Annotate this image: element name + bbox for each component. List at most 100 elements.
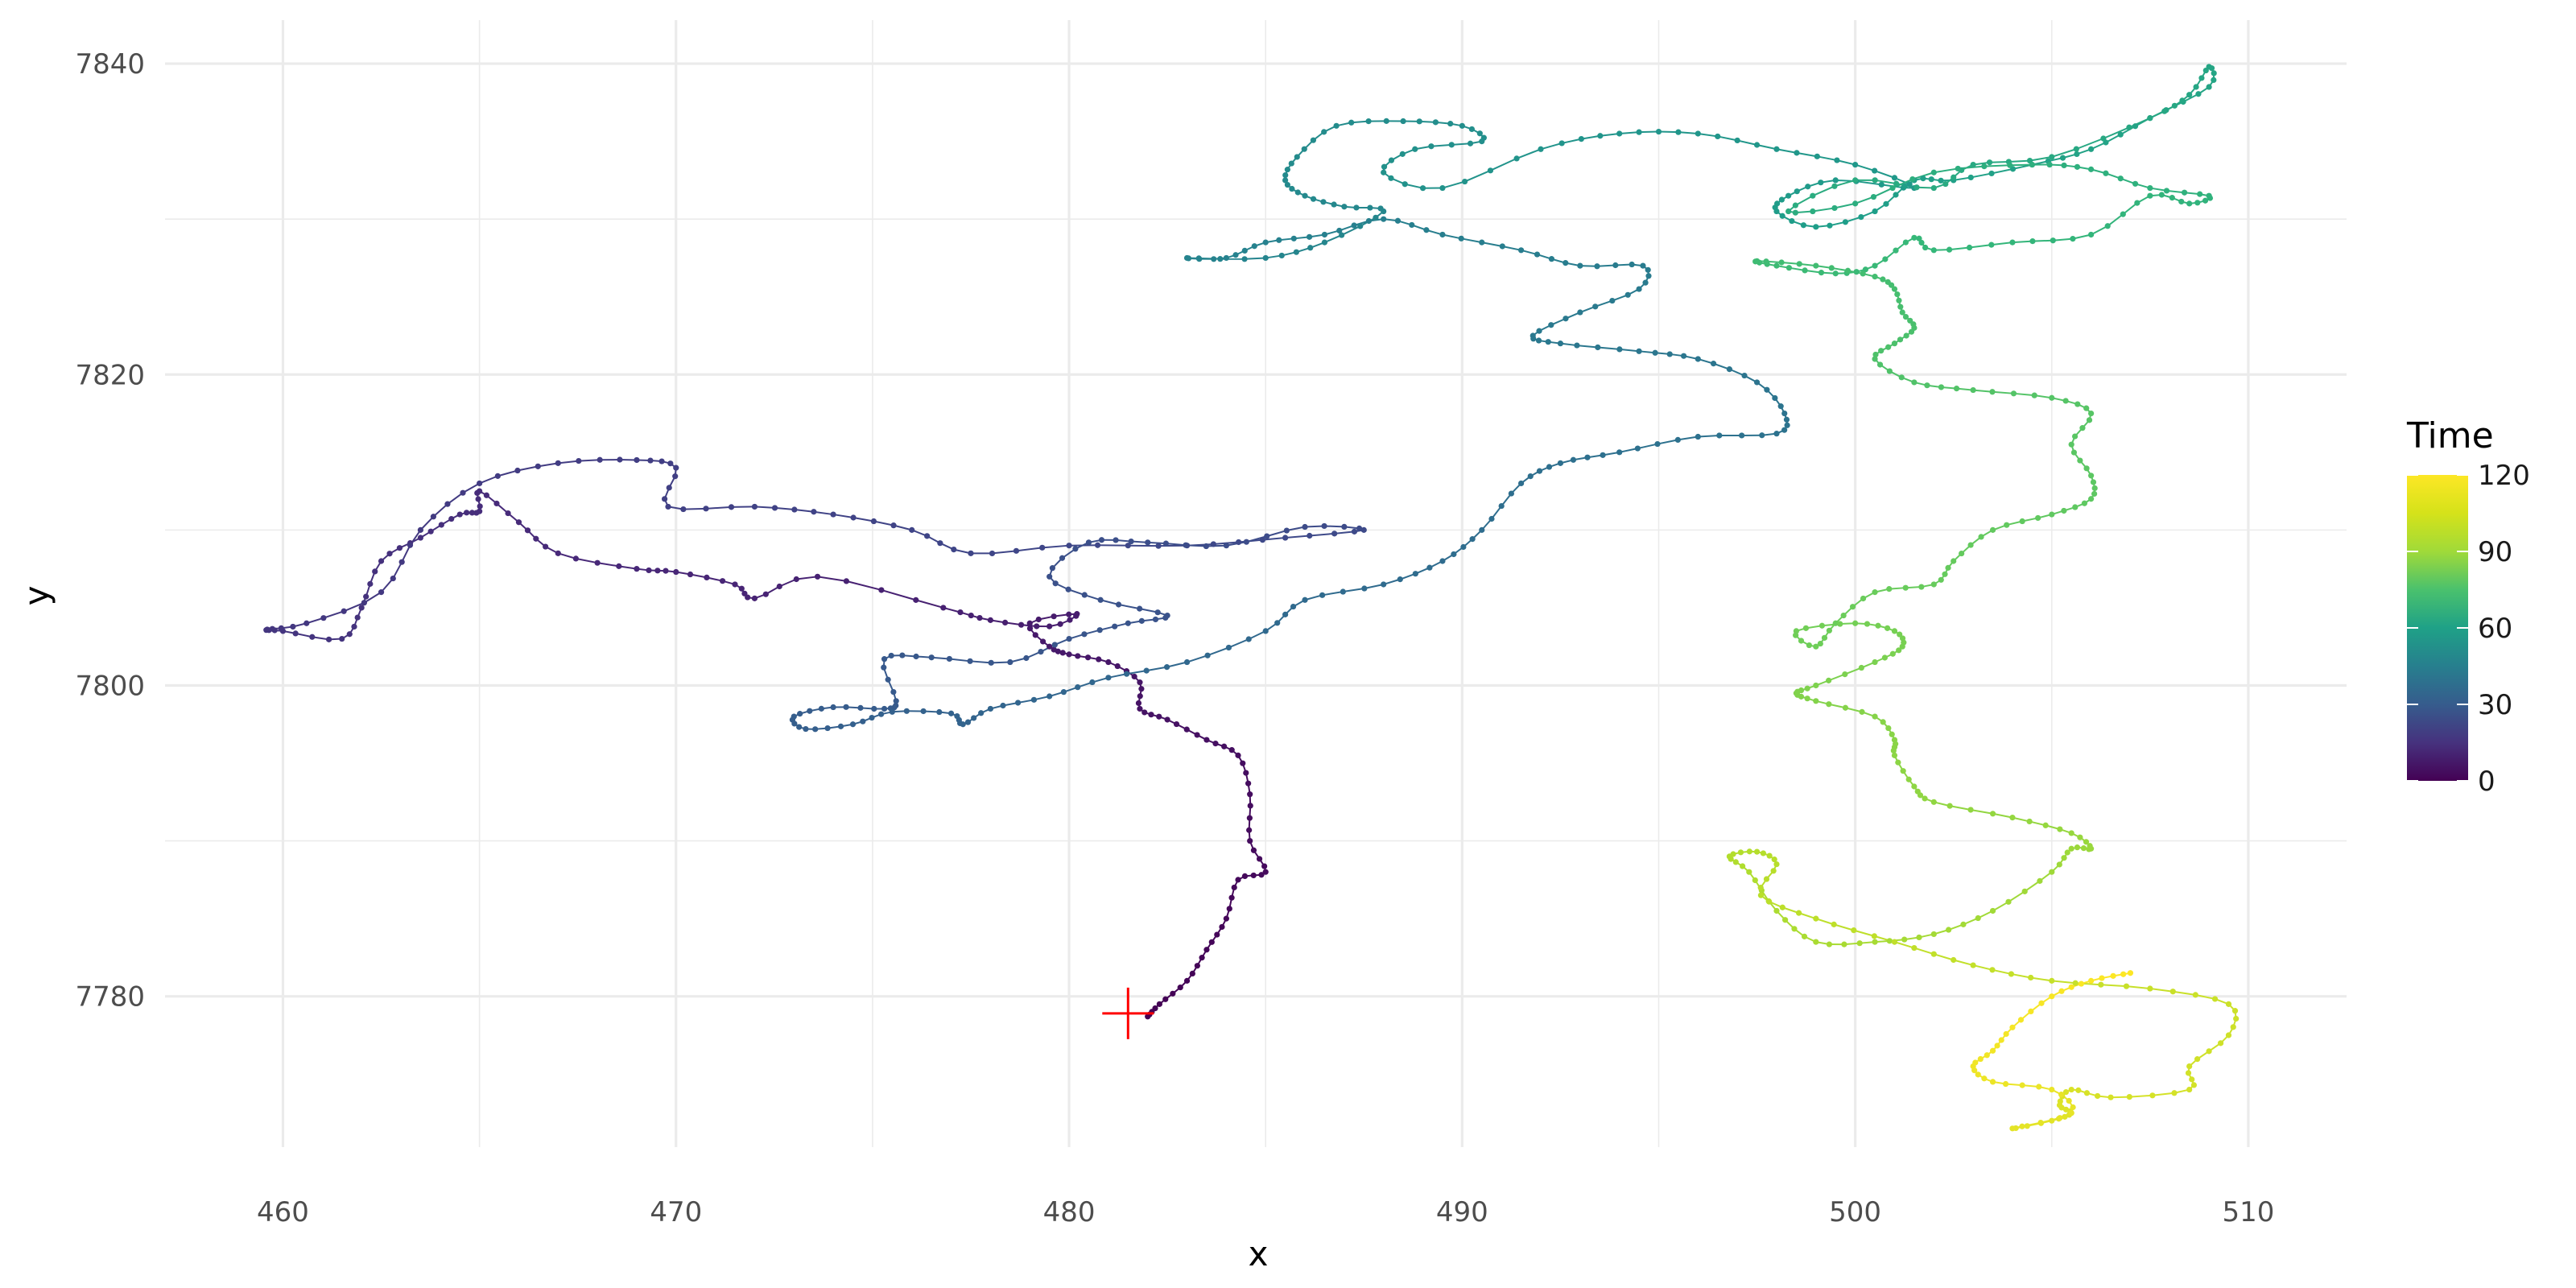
- track-segment: [969, 660, 992, 664]
- track-point: [1905, 776, 1912, 782]
- track-point: [2134, 200, 2140, 206]
- track-segment: [2051, 148, 2077, 158]
- track-point: [1911, 379, 1918, 386]
- track-point: [1517, 480, 1525, 487]
- track-point: [2171, 102, 2178, 109]
- track-point: [1732, 859, 1739, 865]
- track-point: [1878, 181, 1885, 188]
- track-point: [2211, 996, 2219, 1002]
- track-point: [1896, 647, 1902, 654]
- track-segment: [401, 544, 411, 563]
- track-point: [1306, 233, 1313, 240]
- track-point: [704, 574, 710, 580]
- track-point: [1381, 169, 1387, 175]
- track-point: [680, 506, 687, 513]
- track-segment: [1619, 348, 1640, 353]
- track-segment: [2122, 202, 2138, 215]
- track-point: [2049, 511, 2055, 518]
- track-point: [1802, 267, 1808, 274]
- track-point: [1813, 682, 1819, 689]
- track-point: [1796, 910, 1802, 916]
- track-point: [1128, 538, 1134, 545]
- track-point: [1778, 259, 1785, 266]
- track-segment: [1405, 183, 1423, 189]
- legend-tick-label: 60: [2478, 613, 2512, 645]
- track-point: [1813, 224, 1819, 230]
- track-point: [1333, 122, 1340, 129]
- track-point: [2186, 92, 2193, 98]
- track-point: [1365, 118, 1372, 125]
- track-point: [1772, 394, 1778, 402]
- track-point: [837, 723, 844, 729]
- track-point: [673, 568, 679, 576]
- track-point: [469, 510, 476, 516]
- track-point: [1959, 550, 1965, 557]
- track-segment: [1934, 167, 1959, 174]
- track-point: [1975, 914, 1981, 922]
- track-point: [1125, 543, 1131, 549]
- track-point: [2161, 108, 2168, 114]
- track-point: [2189, 1076, 2195, 1083]
- track-segment: [1992, 812, 2013, 819]
- track-point: [1636, 348, 1642, 354]
- track-point: [1557, 341, 1564, 347]
- track-point: [1695, 356, 1701, 362]
- track-point: [870, 518, 877, 525]
- track-point: [2019, 1082, 2025, 1088]
- track-point: [2194, 1056, 2201, 1063]
- track-point: [1341, 523, 1348, 530]
- track-point: [687, 571, 694, 578]
- start-marker: [1102, 987, 1154, 1039]
- track-point: [1842, 704, 1849, 711]
- track-point: [2158, 192, 2165, 198]
- track-point: [1461, 178, 1468, 185]
- track-point: [2104, 223, 2111, 229]
- track-point: [378, 589, 385, 596]
- track-segment: [1285, 535, 1310, 539]
- track-point: [967, 658, 973, 664]
- track-point: [1715, 133, 1721, 140]
- track-segment: [1657, 439, 1678, 445]
- track-point: [346, 631, 353, 638]
- track-point: [1262, 869, 1269, 875]
- track-segment: [2111, 1096, 2130, 1099]
- track-point: [2036, 1084, 2042, 1090]
- track-point: [2058, 1092, 2065, 1098]
- track-point: [1842, 219, 1849, 225]
- track-point: [1241, 256, 1248, 262]
- track-point: [2068, 441, 2074, 448]
- track-point: [1655, 128, 1662, 135]
- track-point: [1645, 273, 1652, 279]
- track-point: [741, 590, 748, 597]
- track-segment: [2029, 155, 2052, 162]
- track-point: [1872, 274, 1878, 280]
- track-point: [1039, 638, 1046, 645]
- track-point: [1416, 118, 1422, 125]
- track-point: [1858, 214, 1864, 221]
- track-point: [2049, 1086, 2055, 1093]
- track-point: [341, 608, 347, 614]
- track-point: [1778, 196, 1785, 203]
- track-point: [987, 705, 994, 712]
- track-point: [1261, 863, 1268, 869]
- track-point: [1600, 452, 1606, 458]
- track-point: [1030, 696, 1038, 703]
- track-point: [2163, 188, 2170, 194]
- track-segment: [2012, 816, 2030, 823]
- track-point: [903, 708, 910, 714]
- track-segment: [1798, 912, 1817, 920]
- legend-tick-label: 0: [2478, 766, 2496, 798]
- track-segment: [817, 576, 847, 582]
- track-point: [1988, 242, 1995, 248]
- track-segment: [380, 577, 394, 593]
- track-point: [1536, 328, 1542, 334]
- track-point: [1930, 247, 1937, 254]
- track-point: [2081, 500, 2088, 506]
- track-point: [1889, 650, 1896, 657]
- track-point: [1852, 161, 1859, 168]
- track-point: [797, 711, 803, 717]
- track-segment: [1199, 257, 1220, 260]
- track-point: [2074, 844, 2081, 851]
- track-point: [2070, 449, 2078, 456]
- track-point: [1535, 337, 1542, 344]
